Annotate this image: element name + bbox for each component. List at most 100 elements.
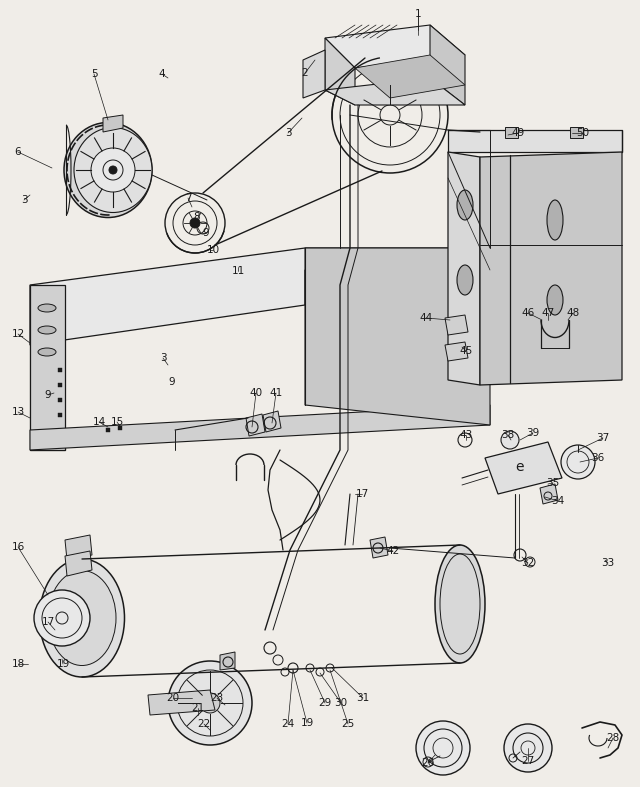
Text: 47: 47 bbox=[541, 308, 555, 318]
Text: 20: 20 bbox=[166, 693, 180, 703]
Text: 15: 15 bbox=[110, 417, 124, 427]
Ellipse shape bbox=[64, 123, 152, 217]
Text: 17: 17 bbox=[355, 489, 369, 499]
Text: 2: 2 bbox=[301, 68, 308, 78]
Text: 22: 22 bbox=[197, 719, 211, 729]
Circle shape bbox=[91, 148, 135, 192]
Circle shape bbox=[200, 693, 220, 713]
Text: 3: 3 bbox=[160, 353, 166, 363]
Text: 48: 48 bbox=[566, 308, 580, 318]
Ellipse shape bbox=[457, 265, 473, 295]
Text: 50: 50 bbox=[577, 128, 589, 138]
Text: 37: 37 bbox=[596, 433, 610, 443]
Text: e: e bbox=[516, 460, 524, 474]
Text: 25: 25 bbox=[341, 719, 355, 729]
Text: 19: 19 bbox=[56, 659, 70, 669]
Text: 30: 30 bbox=[335, 698, 348, 708]
Polygon shape bbox=[370, 537, 388, 558]
Circle shape bbox=[561, 445, 595, 479]
Ellipse shape bbox=[457, 190, 473, 220]
Text: 39: 39 bbox=[526, 428, 540, 438]
Polygon shape bbox=[480, 152, 622, 385]
Text: 5: 5 bbox=[91, 69, 97, 79]
Text: 19: 19 bbox=[300, 718, 314, 728]
Text: 10: 10 bbox=[207, 245, 220, 255]
Polygon shape bbox=[325, 78, 465, 105]
Text: 7: 7 bbox=[185, 193, 191, 203]
Text: 31: 31 bbox=[356, 693, 370, 703]
Text: 9: 9 bbox=[169, 377, 175, 387]
Text: 45: 45 bbox=[460, 346, 472, 356]
Text: 24: 24 bbox=[282, 719, 294, 729]
Ellipse shape bbox=[48, 571, 116, 666]
Polygon shape bbox=[65, 551, 92, 576]
Text: 35: 35 bbox=[547, 478, 559, 488]
Text: 44: 44 bbox=[419, 313, 433, 323]
Text: 21: 21 bbox=[191, 703, 205, 713]
Circle shape bbox=[501, 431, 519, 449]
Ellipse shape bbox=[547, 285, 563, 315]
Text: 32: 32 bbox=[522, 558, 534, 568]
Text: 9: 9 bbox=[45, 390, 51, 400]
Text: 29: 29 bbox=[318, 698, 332, 708]
Text: 14: 14 bbox=[92, 417, 106, 427]
Circle shape bbox=[109, 166, 117, 174]
Text: 9: 9 bbox=[203, 228, 209, 238]
Polygon shape bbox=[65, 535, 92, 560]
Polygon shape bbox=[246, 414, 265, 436]
Text: 17: 17 bbox=[42, 617, 54, 627]
Polygon shape bbox=[325, 38, 355, 105]
Polygon shape bbox=[445, 342, 468, 361]
Polygon shape bbox=[30, 248, 490, 345]
Circle shape bbox=[416, 721, 470, 775]
Polygon shape bbox=[58, 368, 62, 372]
Polygon shape bbox=[106, 428, 110, 432]
Polygon shape bbox=[58, 383, 62, 387]
Polygon shape bbox=[118, 426, 122, 430]
Text: 36: 36 bbox=[591, 453, 605, 463]
Polygon shape bbox=[58, 398, 62, 402]
Polygon shape bbox=[505, 127, 518, 138]
Text: 38: 38 bbox=[501, 430, 515, 440]
Circle shape bbox=[504, 724, 552, 772]
Text: 12: 12 bbox=[12, 329, 24, 339]
Ellipse shape bbox=[547, 200, 563, 240]
Polygon shape bbox=[103, 115, 123, 132]
Text: 3: 3 bbox=[20, 195, 28, 205]
Text: 8: 8 bbox=[194, 212, 200, 222]
Ellipse shape bbox=[38, 304, 56, 312]
Polygon shape bbox=[448, 130, 622, 152]
Ellipse shape bbox=[38, 348, 56, 356]
Text: 3: 3 bbox=[285, 128, 291, 138]
Polygon shape bbox=[570, 127, 583, 138]
Polygon shape bbox=[445, 315, 468, 335]
Text: 16: 16 bbox=[12, 542, 24, 552]
Text: 46: 46 bbox=[522, 308, 534, 318]
Text: 34: 34 bbox=[552, 496, 564, 506]
Polygon shape bbox=[540, 484, 558, 504]
Polygon shape bbox=[263, 411, 281, 432]
Text: 33: 33 bbox=[602, 558, 614, 568]
Polygon shape bbox=[485, 442, 562, 494]
Ellipse shape bbox=[38, 326, 56, 334]
Text: 11: 11 bbox=[232, 266, 244, 276]
Polygon shape bbox=[355, 55, 465, 98]
Polygon shape bbox=[30, 285, 65, 450]
Polygon shape bbox=[220, 652, 235, 670]
Circle shape bbox=[168, 661, 252, 745]
Circle shape bbox=[34, 590, 90, 646]
Text: 40: 40 bbox=[250, 388, 262, 398]
Text: 43: 43 bbox=[460, 430, 472, 440]
Text: 26: 26 bbox=[421, 758, 435, 768]
Polygon shape bbox=[30, 405, 490, 450]
Polygon shape bbox=[430, 25, 465, 105]
Text: 27: 27 bbox=[522, 756, 534, 766]
Text: 4: 4 bbox=[159, 69, 165, 79]
Polygon shape bbox=[448, 152, 480, 385]
Polygon shape bbox=[148, 690, 215, 715]
Circle shape bbox=[190, 218, 200, 228]
Polygon shape bbox=[325, 25, 465, 68]
Polygon shape bbox=[305, 248, 490, 425]
Text: 28: 28 bbox=[606, 733, 620, 743]
Text: 6: 6 bbox=[15, 147, 21, 157]
